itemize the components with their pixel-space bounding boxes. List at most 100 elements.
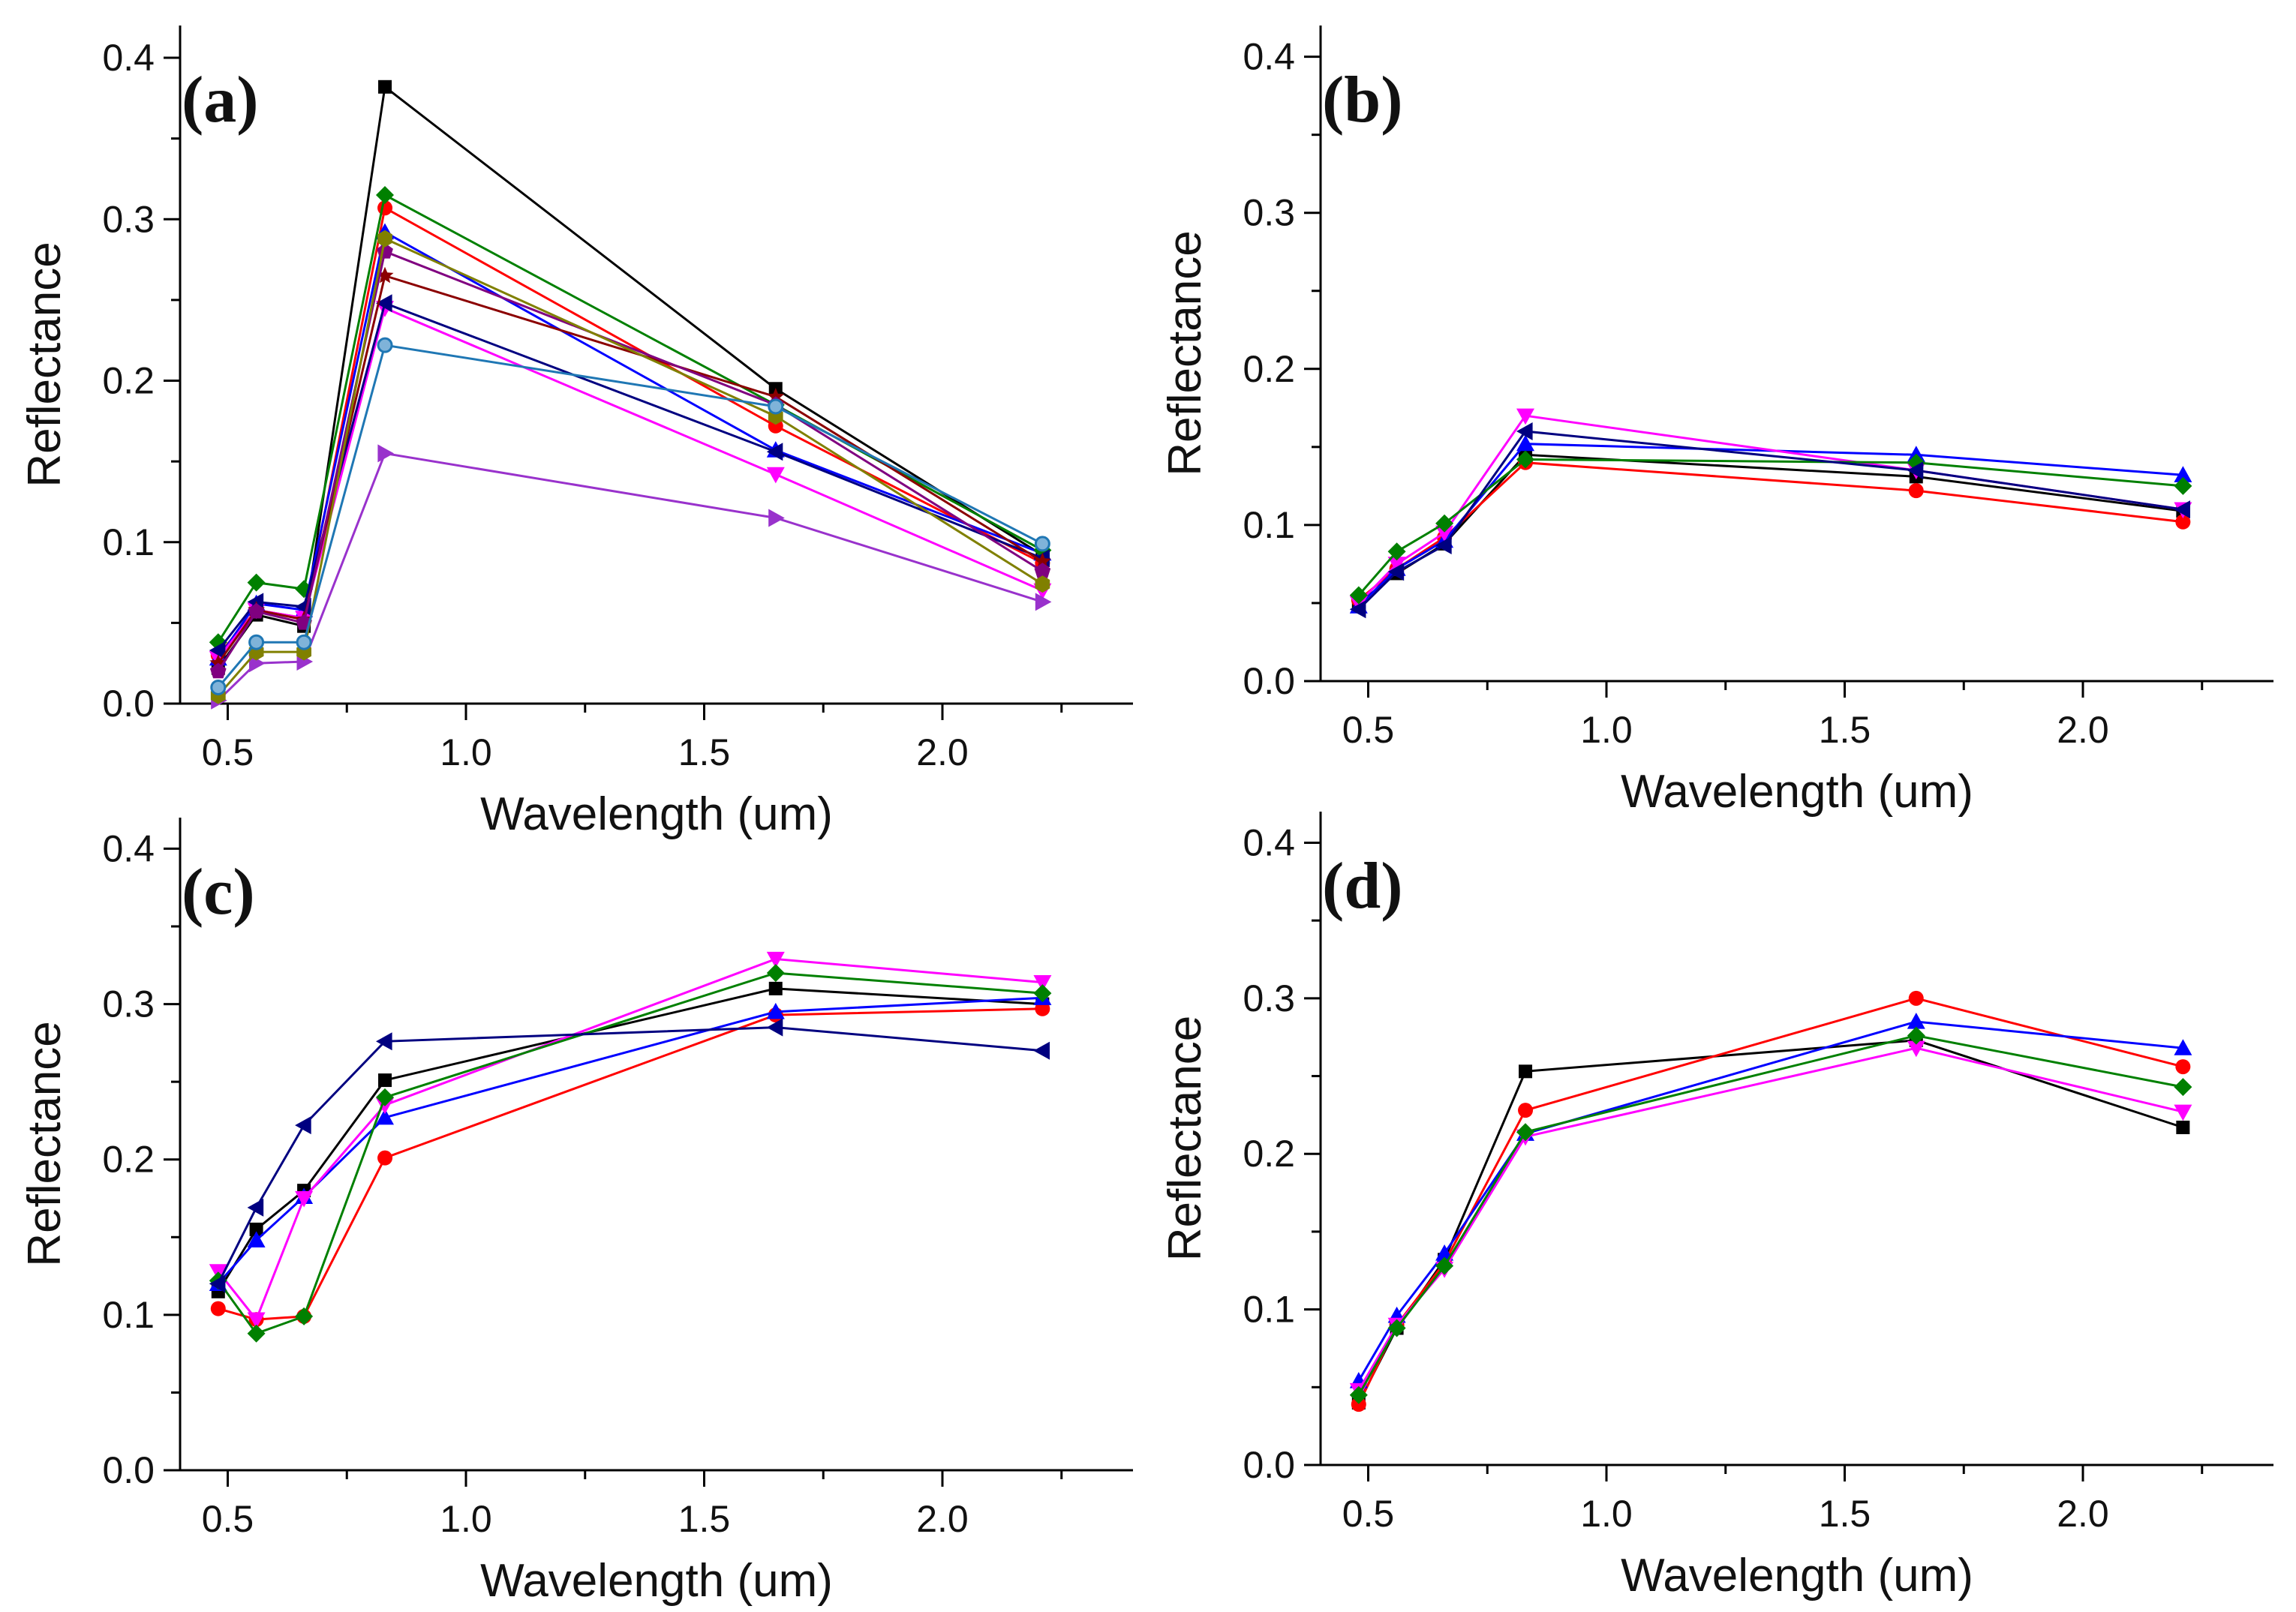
data-point [2174,500,2190,519]
data-point [768,398,784,415]
data-point [2175,514,2191,530]
data-point [1033,984,1052,1003]
data-point [247,573,266,592]
series-line [1357,1039,2183,1403]
y-axis-title: Reflectance [1159,230,1211,476]
data-point [377,230,392,248]
data-point [295,1116,311,1135]
series-line [1357,1034,2183,1396]
y-tick-label: 0.3 [1243,977,1295,1019]
x-tick-label: 1.5 [1819,709,1871,751]
data-point [1908,483,1924,499]
y-tick-label: 0.4 [1243,821,1295,863]
x-axis-title: Wavelength (um) [1621,766,1973,818]
series-9 [210,230,1050,704]
data-point [2174,1039,2192,1055]
data-point [2176,1120,2190,1134]
data-point [377,337,393,353]
data-point [1435,536,1452,554]
series-4 [209,964,1052,1343]
data-point [376,1032,392,1051]
data-point [209,1274,226,1293]
y-tick-label: 0.3 [102,198,155,240]
series-line [217,85,1044,669]
data-point [1033,975,1052,992]
data-point [766,467,785,484]
series-1 [1351,455,2191,608]
data-point [1516,434,1534,452]
y-tick-label: 0.4 [102,827,155,869]
data-point [378,1073,392,1088]
x-tick-label: 0.5 [202,1498,254,1540]
data-point [2174,466,2192,482]
x-tick-label: 1.0 [1580,709,1633,751]
y-tick-label: 0.4 [102,37,155,79]
x-axis-title: Wavelength (um) [480,788,833,840]
data-point [210,1301,226,1316]
y-tick-label: 0.4 [1243,36,1295,78]
series-4 [1349,450,2192,605]
data-point [1387,557,1406,573]
series-line [217,971,1043,1335]
y-tick-label: 0.2 [1243,1133,1295,1175]
data-point [247,1231,266,1247]
data-point [1033,1041,1050,1060]
data-point [295,1307,314,1325]
y-tick-label: 0.2 [102,1139,155,1181]
series-line [1357,1046,2183,1391]
data-point [378,80,392,94]
x-tick-label: 0.5 [1342,1493,1395,1535]
data-point [249,1222,263,1236]
series-6 [211,444,1052,710]
data-point [295,1190,314,1208]
series-line [217,250,1044,672]
y-tick-label: 0.1 [1243,504,1295,546]
panel-label: (d) [1322,850,1403,923]
y-tick-label: 0.3 [102,983,155,1025]
x-tick-label: 1.0 [440,1498,492,1540]
data-point [247,1324,266,1343]
data-point [2174,1078,2192,1097]
panel-label: (c) [182,856,255,929]
data-point [1907,1026,1925,1045]
y-tick-label: 0.3 [1243,192,1295,234]
y-tick-label: 0.1 [102,1294,155,1336]
series-10 [210,337,1050,695]
x-tick-label: 1.5 [678,731,731,773]
series-0 [1351,448,2190,610]
y-tick-label: 0.1 [1243,1289,1295,1331]
data-point [1435,525,1454,542]
data-point [1435,1256,1454,1275]
data-point [1034,563,1051,578]
data-point [1387,1319,1406,1337]
x-tick-label: 0.5 [1342,709,1395,751]
y-tick-label: 0.1 [102,521,155,563]
series-0 [1351,1033,2190,1410]
x-tick-label: 0.5 [202,731,254,773]
data-point [1033,552,1051,569]
data-point [210,662,227,679]
data-point [1516,450,1534,469]
data-point [1034,536,1050,552]
series-line [1357,430,2183,611]
x-tick-label: 1.0 [1580,1493,1633,1535]
series-4 [1349,1026,2192,1404]
data-point [1035,575,1050,593]
x-tick-label: 1.5 [1819,1493,1871,1535]
data-point [2174,1104,2192,1121]
data-point [768,509,785,527]
y-axis-title: Reflectance [19,1021,71,1266]
series-5 [1349,422,2190,619]
panel-0: 0.5 1.0 1.5 2.0 0.0 0.1 0.2 0.3 0.4 Wavelength (u… [19,26,1133,840]
data-point [1349,586,1368,605]
series-2 [1349,1013,2192,1388]
data-point [376,1088,394,1106]
data-point [210,679,227,695]
y-tick-label: 0.0 [1243,1444,1295,1486]
y-tick-label: 0.0 [102,683,155,725]
data-point [1035,593,1052,611]
y-axis-title: Reflectance [1159,1016,1211,1261]
y-tick-label: 0.2 [1243,348,1295,390]
series-line [217,987,1043,1292]
data-point [2174,476,2192,495]
